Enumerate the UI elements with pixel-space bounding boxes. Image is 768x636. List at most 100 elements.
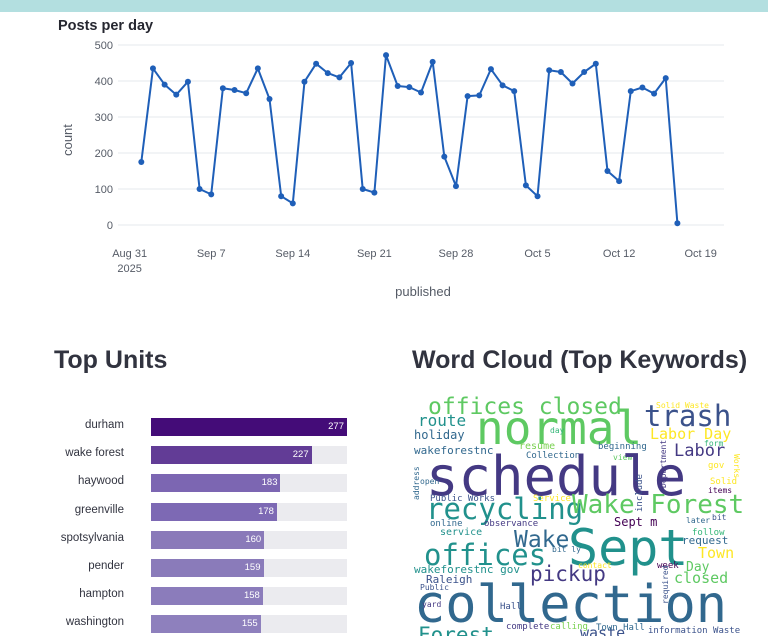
- unit-bar-row: spotsylvania 160: [0, 530, 350, 549]
- word-cloud-word: pickup: [530, 562, 606, 586]
- y-axis-ticks: 0 100 200 300 400 500: [95, 40, 113, 232]
- word-cloud-word: recycling: [426, 492, 583, 526]
- data-point: [394, 83, 401, 90]
- unit-bar-fill: 159: [151, 559, 264, 577]
- data-point: [499, 82, 506, 89]
- top-units-title: Top Units: [54, 346, 168, 374]
- unit-bar-value: 158: [243, 590, 260, 602]
- data-point: [383, 52, 390, 59]
- data-point: [592, 60, 599, 67]
- word-cloud-word: offices: [424, 538, 546, 572]
- word-cloud-word: Department: [659, 440, 668, 488]
- unit-bar-value: 178: [258, 505, 274, 517]
- data-point: [196, 186, 203, 192]
- word-cloud-word: include: [635, 474, 645, 512]
- chart-gridlines: [118, 44, 724, 226]
- y-tick-label: 200: [95, 148, 113, 160]
- word-cloud-word: normal: [476, 401, 642, 455]
- word-cloud-word: resume: [519, 441, 555, 452]
- top-header-bar: [0, 0, 768, 12]
- data-point: [569, 80, 576, 87]
- data-point: [266, 96, 273, 102]
- word-cloud-word: follow: [692, 528, 725, 538]
- data-point: [254, 65, 261, 72]
- unit-bar-value: 159: [244, 562, 261, 573]
- word-cloud-word: Solid: [710, 477, 737, 487]
- data-point: [639, 84, 646, 91]
- data-point: [138, 159, 145, 165]
- y-axis-label: count: [60, 124, 75, 156]
- word-cloud-word: Day: [686, 560, 710, 575]
- unit-bar-label: washington: [65, 616, 124, 629]
- data-point: [546, 67, 553, 74]
- word-cloud-word: information Waste: [648, 626, 740, 636]
- data-point: [371, 189, 378, 196]
- word-cloud-word: yard: [422, 600, 441, 609]
- word-cloud-word: Hall: [500, 602, 522, 612]
- unit-bar-fill: 227: [151, 446, 312, 465]
- y-tick-label: 100: [95, 184, 113, 196]
- word-cloud-word: Sept m: [614, 515, 657, 529]
- word-cloud-word: route: [418, 411, 466, 430]
- unit-bar-track: 155: [151, 615, 347, 634]
- unit-bar-value: 160: [245, 533, 262, 545]
- unit-bar-label: wake forest: [65, 447, 124, 460]
- data-point: [359, 186, 366, 192]
- x-tick-label: Sep 14: [275, 248, 310, 260]
- unit-bar-track: 277: [151, 418, 347, 436]
- word-cloud-word: closed: [674, 569, 728, 587]
- data-point: [441, 153, 448, 160]
- x-tick-sublabel: 2025: [117, 263, 141, 275]
- unit-bar-row: wake forest 227: [0, 446, 350, 465]
- word-cloud-word: wakeforestnc gov: [414, 563, 520, 576]
- y-tick-label: 400: [95, 76, 113, 88]
- x-tick-label: Sep 21: [357, 248, 392, 260]
- unit-bar-row: pender 159: [0, 559, 350, 577]
- unit-bar-row: greenville 178: [0, 502, 350, 521]
- data-point: [173, 91, 180, 98]
- unit-bar-track: 159: [151, 559, 347, 577]
- x-tick-label: Oct 12: [603, 248, 635, 260]
- word-cloud-word: Wake Forest: [572, 490, 744, 520]
- word-cloud-word: beginning: [598, 442, 647, 452]
- word-cloud-word: Service: [533, 494, 571, 504]
- word-cloud-word: collection: [414, 575, 727, 635]
- word-cloud-word: Collection: [526, 451, 580, 461]
- word-cloud-word: Town: [698, 544, 734, 562]
- unit-bar-label: greenville: [74, 503, 124, 516]
- data-point: [208, 191, 215, 198]
- unit-bar-label: pender: [88, 560, 124, 572]
- data-point: [219, 85, 226, 92]
- unit-bar-track: 178: [151, 502, 347, 521]
- word-cloud-word: request: [682, 534, 728, 547]
- unit-bar-fill: 183: [151, 474, 281, 493]
- data-point: [429, 58, 436, 65]
- y-tick-label: 0: [107, 220, 113, 232]
- x-tick-label: Sep 28: [439, 248, 474, 260]
- data-point: [324, 70, 331, 77]
- word-cloud-word: contact: [578, 561, 612, 570]
- word-cloud-word: holiday: [414, 428, 465, 442]
- posts-per-day-line-chart: 0 100 200 300 400 500 Aug 31 2025 Sep 7 Sep 14 Se…: [60, 40, 724, 299]
- data-point: [161, 81, 168, 88]
- data-point: [289, 200, 296, 207]
- word-cloud-word: later: [686, 516, 710, 525]
- word-cloud-word: Wake: [514, 527, 569, 553]
- data-point: [487, 66, 494, 73]
- word-cloud-word: offices closed: [428, 394, 622, 420]
- unit-bar-row: haywood 183: [0, 474, 350, 493]
- unit-bar-track: 183: [151, 474, 347, 493]
- word-cloud-word: Public: [420, 583, 449, 592]
- data-point: [557, 69, 564, 75]
- x-tick-label: Oct 5: [524, 248, 550, 260]
- word-cloud-word: day: [550, 426, 565, 435]
- data-point: [616, 178, 623, 185]
- x-tick-label: Sep 7: [197, 248, 226, 260]
- word-cloud-word: required: [661, 565, 670, 604]
- word-cloud-word: service: [440, 527, 482, 538]
- unit-bar-track: 227: [151, 446, 347, 465]
- word-cloud-word: schedule: [426, 445, 686, 508]
- unit-bar-fill: 160: [151, 530, 265, 549]
- data-point: [534, 193, 541, 200]
